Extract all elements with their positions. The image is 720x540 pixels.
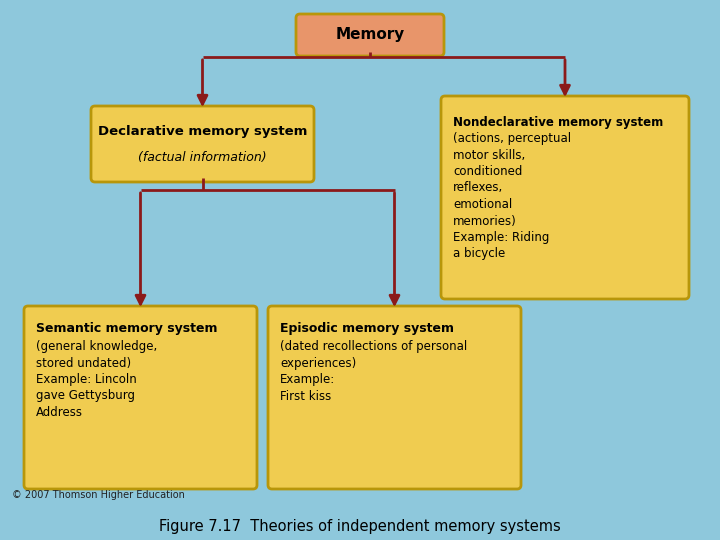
Text: Semantic memory system: Semantic memory system [36,322,217,335]
Text: Declarative memory system: Declarative memory system [98,125,307,138]
Text: Nondeclarative memory system: Nondeclarative memory system [453,116,663,129]
Text: (dated recollections of personal
experiences)
Example:
First kiss: (dated recollections of personal experie… [280,340,467,402]
Text: Figure 7.17  Theories of independent memory systems: Figure 7.17 Theories of independent memo… [159,519,561,535]
FancyBboxPatch shape [91,106,314,182]
FancyBboxPatch shape [268,306,521,489]
Text: (factual information): (factual information) [138,152,267,165]
Text: Episodic memory system: Episodic memory system [280,322,454,335]
FancyBboxPatch shape [296,14,444,56]
Text: © 2007 Thomson Higher Education: © 2007 Thomson Higher Education [12,490,185,500]
Text: (general knowledge,
stored undated)
Example: Lincoln
gave Gettysburg
Address: (general knowledge, stored undated) Exam… [36,340,157,419]
FancyBboxPatch shape [441,96,689,299]
Text: (actions, perceptual
motor skills,
conditioned
reflexes,
emotional
memories)
Exa: (actions, perceptual motor skills, condi… [453,132,571,260]
FancyBboxPatch shape [24,306,257,489]
Text: Memory: Memory [336,28,405,43]
